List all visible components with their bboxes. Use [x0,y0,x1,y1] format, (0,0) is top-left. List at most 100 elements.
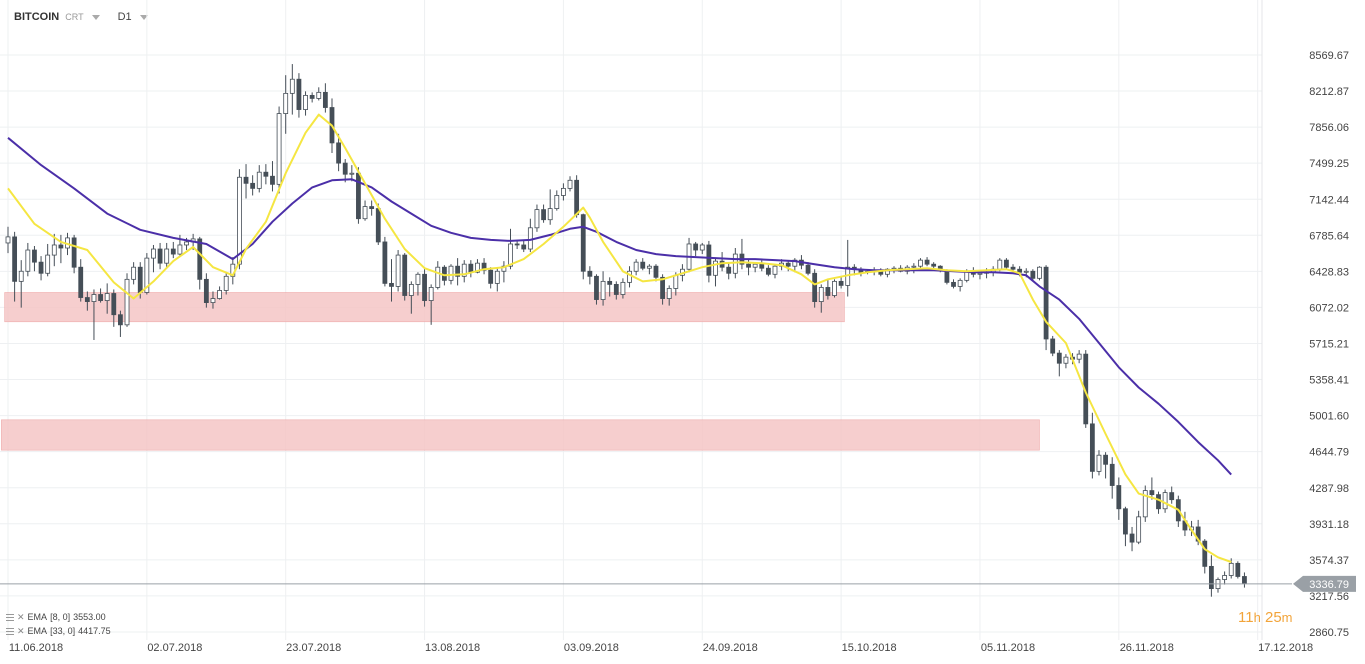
candle-body[interactable] [594,275,599,300]
candle-body[interactable] [951,281,956,287]
candle-body[interactable] [838,280,844,286]
candle-body[interactable] [237,176,242,265]
candle-body[interactable] [316,91,322,99]
candle-body[interactable] [1023,270,1029,273]
candle-body[interactable] [488,269,494,284]
candle-body[interactable] [157,248,163,264]
candle-body[interactable] [494,270,500,284]
candle-body[interactable] [309,94,315,99]
candle-body[interactable] [666,288,672,299]
candle-body[interactable] [51,244,57,256]
candle-body[interactable] [5,236,11,244]
candle-body[interactable] [203,278,209,303]
candle-body[interactable] [375,208,381,243]
candle-body[interactable] [1103,454,1108,465]
candle-body[interactable] [18,270,24,282]
candle-body[interactable] [1089,423,1095,472]
candle-body[interactable] [911,265,917,268]
candle-body[interactable] [812,272,818,302]
candle-body[interactable] [660,276,665,299]
candle-body[interactable] [607,280,613,285]
candle-body[interactable] [561,187,566,196]
candle-body[interactable] [422,273,427,301]
candle-body[interactable] [45,254,51,274]
candle-body[interactable] [580,214,586,272]
candle-body[interactable] [256,171,262,189]
candle-body[interactable] [468,263,474,273]
candle-body[interactable] [931,263,937,267]
candle-body[interactable] [1116,485,1122,510]
candle-body[interactable] [342,162,348,175]
indicator-settings-icon[interactable] [6,613,14,621]
candle-body[interactable] [541,209,546,221]
candle-body[interactable] [1242,576,1247,584]
candle-body[interactable] [1208,565,1214,590]
candle-body[interactable] [124,278,130,326]
candle-body[interactable] [752,263,758,268]
candle-body[interactable] [336,142,342,164]
candle-body[interactable] [223,275,229,291]
candle-body[interactable] [448,265,454,281]
close-icon[interactable]: ✕ [17,612,25,622]
candle-body[interactable] [1043,266,1049,340]
candle-body[interactable] [32,249,37,263]
candle-body[interactable] [818,287,824,302]
candle-body[interactable] [713,260,718,276]
candle-body[interactable] [918,259,923,267]
candle-body[interactable] [673,274,679,289]
candle-body[interactable] [395,254,401,287]
candle-body[interactable] [653,265,659,278]
candle-body[interactable] [389,282,394,287]
candle-body[interactable] [633,261,639,272]
candle-body[interactable] [170,248,176,255]
candle-body[interactable] [944,269,950,283]
candle-body[interactable] [613,283,619,295]
candle-body[interactable] [270,175,275,185]
candle-body[interactable] [151,248,156,259]
price-zone-rectangle[interactable] [1,419,1040,451]
candle-body[interactable] [527,227,533,250]
candle-body[interactable] [1123,508,1128,535]
candle-body[interactable] [475,262,480,273]
candle-body[interactable] [587,270,593,277]
candle-body[interactable] [832,280,837,296]
candle-body[interactable] [567,179,573,189]
candle-body[interactable] [91,294,97,302]
candle-body[interactable] [521,244,527,250]
candle-body[interactable] [1017,268,1023,273]
candle-body[interactable] [1096,454,1102,472]
candle-body[interactable] [78,266,84,298]
candle-body[interactable] [1056,352,1062,364]
candle-body[interactable] [693,243,699,251]
chart-type-chevron-down-icon[interactable] [91,14,100,20]
candle-body[interactable] [957,279,963,287]
candle-body[interactable] [1050,338,1056,354]
candle-body[interactable] [184,241,189,246]
candle-body[interactable] [111,293,117,316]
candle-body[interactable] [481,262,487,271]
candle-body[interactable] [217,290,222,299]
candle-body[interactable] [144,257,150,293]
candle-body[interactable] [765,267,771,275]
candle-body[interactable] [1142,490,1148,518]
candle-body[interactable] [977,272,983,275]
candle-body[interactable] [58,244,64,249]
candle-body[interactable] [118,314,123,326]
candle-body[interactable] [924,259,930,265]
timeframe-selector[interactable]: D1 [117,11,132,23]
candle-body[interactable] [620,281,626,295]
candle-body[interactable] [349,172,355,175]
candle-body[interactable] [1109,463,1115,486]
candle-body[interactable] [1063,356,1069,364]
candle-body[interactable] [600,280,606,300]
legend-ema-slow[interactable]: ✕ EMA [33, 0] 4417.75 [6,624,111,638]
candle-body[interactable] [706,244,712,276]
candle-body[interactable] [759,263,765,269]
candle-body[interactable] [699,244,705,251]
candle-body[interactable] [71,237,77,268]
candle-body[interactable] [1037,266,1042,279]
candle-body[interactable] [263,171,269,177]
candle-body[interactable] [1228,562,1234,576]
candle-body[interactable] [402,254,408,296]
candle-body[interactable] [131,266,137,280]
